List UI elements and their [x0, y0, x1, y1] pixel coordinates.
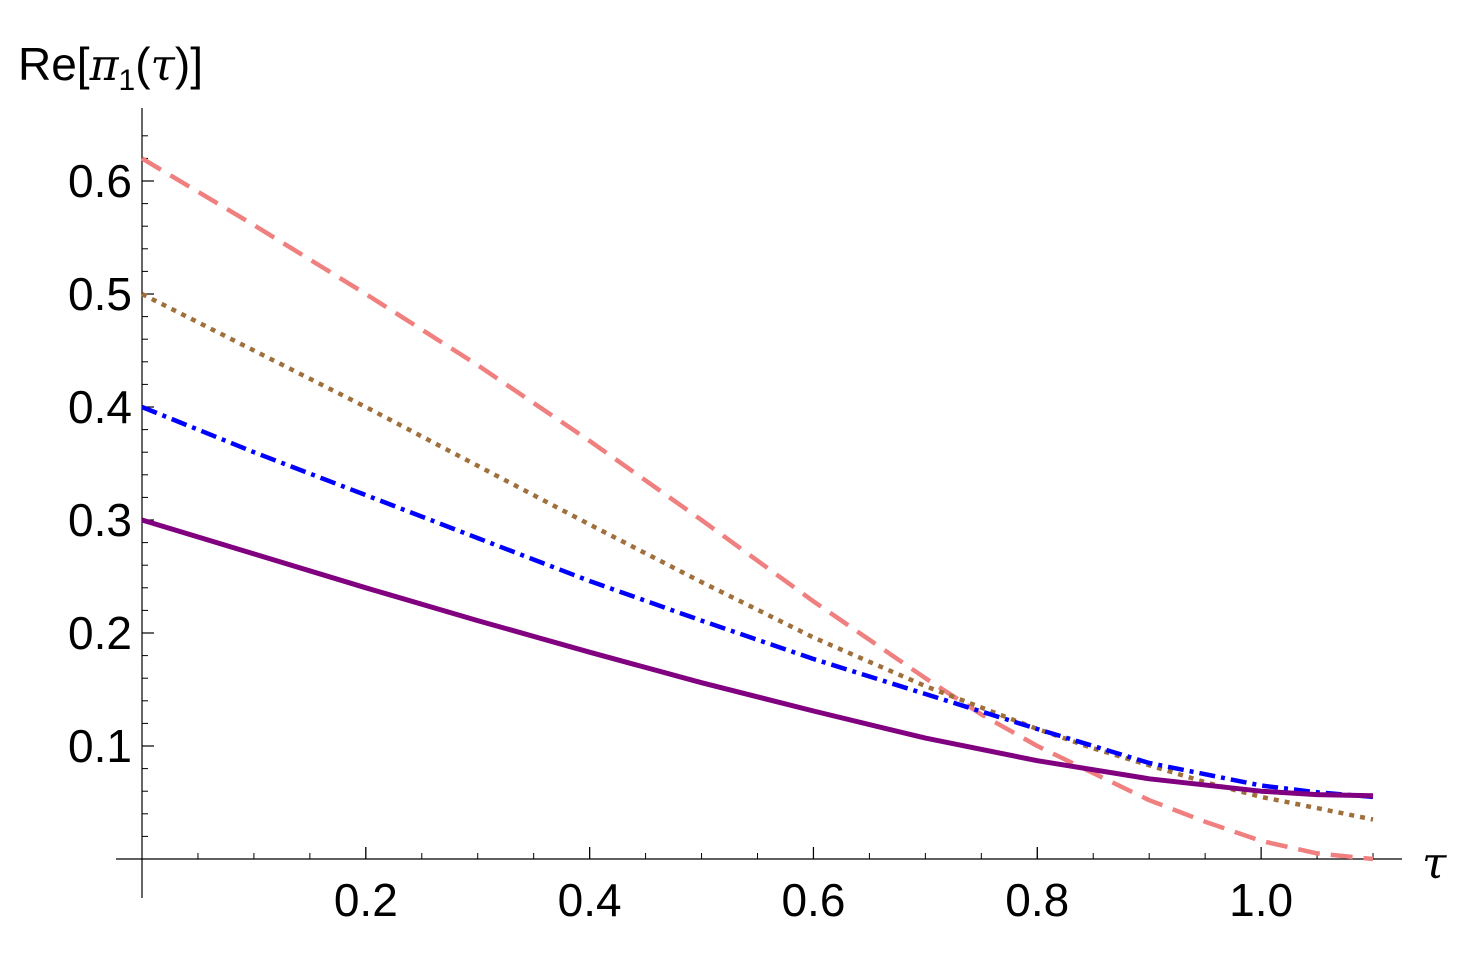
y-axis-label-argument: τ	[151, 40, 176, 91]
x-tick-label: 0.4	[558, 874, 622, 926]
y-tick-label: 0.5	[68, 268, 132, 320]
x-tick-label: 1.0	[1229, 874, 1293, 926]
series-line-2-dotted	[140, 291, 1374, 822]
y-axis-label-prefix: Re[	[18, 38, 90, 90]
y-axis-label-subscript: 1	[119, 64, 136, 97]
series-group	[140, 156, 1374, 862]
axis-labels: Re[π1(τ)] τ	[18, 38, 1447, 889]
y-tick-label: 0.1	[68, 720, 132, 772]
series-line-3-dash-dot	[141, 404, 1374, 800]
y-axis-label: Re[π1(τ)]	[18, 38, 203, 97]
y-tick-label: 0.6	[68, 155, 132, 207]
x-axis-label: τ	[1422, 838, 1447, 889]
x-tick-label: 0.6	[781, 874, 845, 926]
y-axis-label-open-paren: (	[135, 38, 151, 90]
x-tick-label: 0.8	[1005, 874, 1069, 926]
y-tick-label: 0.2	[68, 607, 132, 659]
y-axis-label-close: )]	[175, 38, 203, 90]
y-tick-label: 0.4	[68, 381, 132, 433]
y-tick-label: 0.3	[68, 494, 132, 546]
x-tick-label: 0.2	[334, 874, 398, 926]
series-line-4-solid	[141, 517, 1374, 799]
series-line-1-dashed	[140, 156, 1374, 862]
y-axis-label-symbol: π	[89, 40, 120, 91]
axes: 0.2 0.4 0.6 0.8 1.0 0.1 0.2 0.3 0.4 0.5 0.6	[68, 108, 1402, 926]
